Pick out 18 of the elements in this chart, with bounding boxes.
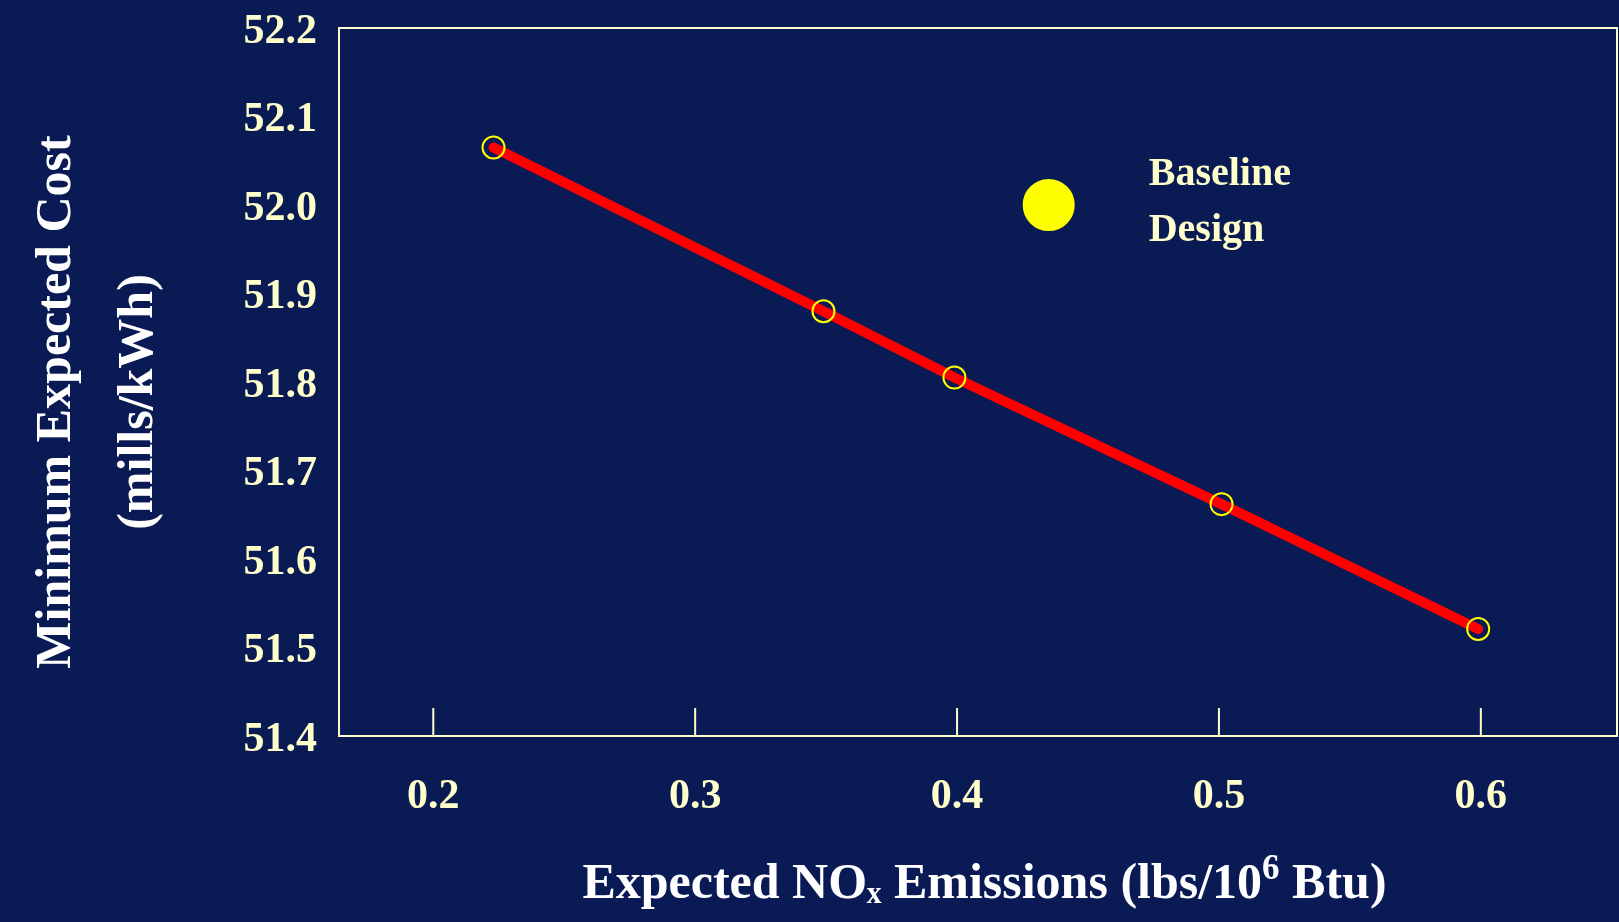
x-tick-label: 0.4 — [930, 771, 984, 817]
point — [1022, 179, 1075, 231]
y-tick-label: 51.8 — [243, 359, 317, 406]
y-tick-label: 52.2 — [243, 5, 317, 52]
x-tick-label: 0.6 — [1454, 771, 1508, 817]
y-axis-title: Minimum Expected Cost (mills/kWh) — [25, 135, 163, 669]
x-tick-label: 0.3 — [668, 771, 722, 817]
series-label: Baseline Design — [1148, 149, 1291, 250]
y-tick-label: 51.9 — [243, 271, 317, 318]
x-axis-title: Expected NOₓ Emissions (lbs/10$^{6}$ Btu) — [582, 847, 1387, 909]
x-tick-label: 0.2 — [407, 771, 460, 817]
y-tick-label: 52.0 — [243, 182, 317, 229]
y-tick-label: 51.6 — [243, 536, 317, 583]
y-tick-label: 51.5 — [243, 625, 317, 672]
x-tick-label: 0.5 — [1192, 771, 1246, 817]
y-tick-label: 51.4 — [243, 713, 317, 760]
y-tick-label: 51.7 — [243, 448, 317, 495]
y-tick-label: 52.1 — [243, 94, 317, 141]
